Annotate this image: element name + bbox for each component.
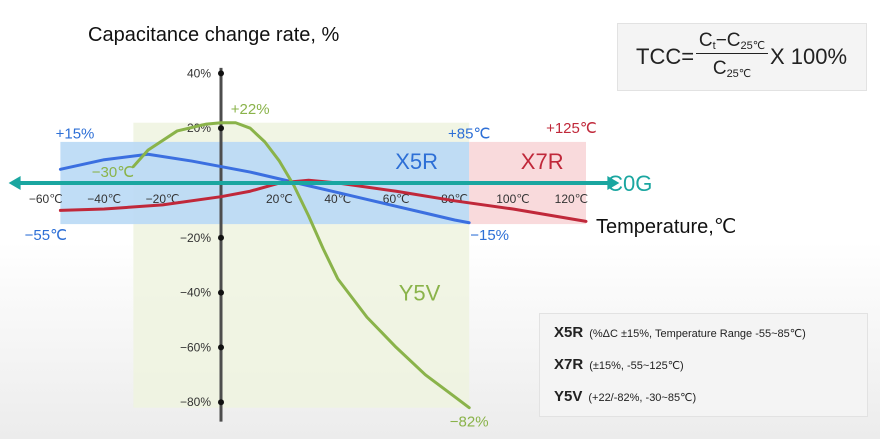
formula-num-minus: −C xyxy=(715,30,741,51)
legend-row-y5v: Y5V (+22/-82%, -30~85℃) xyxy=(554,388,696,405)
y-tick-label: 40% xyxy=(187,66,211,80)
y-tick-label: −20% xyxy=(180,231,211,245)
annotation-label: +85℃ xyxy=(448,126,490,143)
annotation-label: −82% xyxy=(450,413,489,430)
y-tick-dot xyxy=(218,70,224,77)
formula-lhs: TCC= xyxy=(636,44,695,69)
x-tick-label: 60℃ xyxy=(383,192,410,206)
y-tick-label: −80% xyxy=(180,395,211,409)
x-tick-label: −60℃ xyxy=(29,192,63,206)
y-tick-dot xyxy=(218,234,224,241)
x-tick-label: −40℃ xyxy=(87,192,121,206)
formula-num-c: C xyxy=(698,30,713,51)
legend-row-x7r: X7R (±15%, -55~125℃) xyxy=(554,356,684,373)
formula-rhs: X 100% xyxy=(770,44,848,69)
series-line-y5v xyxy=(131,121,471,410)
annotation-label: −55℃ xyxy=(25,227,67,244)
annotation-label: +22% xyxy=(231,101,270,118)
formula-den-sub: 25℃ xyxy=(726,68,752,80)
bands-layer xyxy=(60,122,586,408)
legend-desc: (+22/-82%, -30~85℃) xyxy=(588,392,697,404)
formula-num-sub-t: t xyxy=(712,40,716,52)
band-label-y5v: Y5V xyxy=(399,281,441,306)
y-tick-dot xyxy=(218,344,224,351)
series-layer xyxy=(8,121,620,410)
y-tick-dot xyxy=(218,125,224,132)
formula-denominator: C25℃ xyxy=(696,58,768,80)
x-axis-title: Temperature,℃ xyxy=(596,216,736,238)
annotation-label: −30℃ xyxy=(92,164,134,181)
legend-code: X7R xyxy=(554,356,584,373)
axes-layer: 40%20%−20%−40%−60%−80%−60℃ −40℃ −20℃ 20℃ 40℃… xyxy=(29,66,589,422)
tcc-formula-box: TCC= Ct−C25℃ C25℃ X 100% xyxy=(617,23,867,91)
c0g-arrow-left xyxy=(8,176,21,190)
c0g-arrow-right xyxy=(607,176,620,190)
y-tick-label: −60% xyxy=(180,340,211,354)
legend-code: X5R xyxy=(554,324,584,341)
spec-legend-box: X5R (%ΔC ±15%, Temperature Range -55~85℃)… xyxy=(539,313,868,417)
formula-num-sub-25: 25℃ xyxy=(740,40,766,52)
chart-title: Capacitance change rate, % xyxy=(88,24,340,46)
x-tick-label: 20℃ xyxy=(266,192,293,206)
legend-code: Y5V xyxy=(554,388,583,405)
band-label-x5r: X5R xyxy=(395,149,438,174)
y-tick-dot xyxy=(218,289,224,296)
legend-row-x5r: X5R (%ΔC ±15%, Temperature Range -55~85℃) xyxy=(554,324,806,341)
formula-numerator: Ct−C25℃ xyxy=(696,30,768,54)
band-label-x7r: X7R xyxy=(521,149,564,174)
annotation-label: +125℃ xyxy=(546,120,597,137)
band-label-c0g: C0G xyxy=(607,171,652,196)
annotation-label: +15% xyxy=(56,126,95,143)
x-tick-label: 120℃ xyxy=(555,192,589,206)
formula-den-c: C xyxy=(712,58,727,79)
y-tick-dot xyxy=(218,399,224,406)
labels-layer: X5R X7R C0G Y5V +15% −55℃ −15% +85℃ +125℃ −30℃ +22… xyxy=(25,101,737,430)
x-tick-label: 100℃ xyxy=(496,192,530,206)
annotation-label: −15% xyxy=(470,227,509,244)
legend-desc: (±15%, -55~125℃) xyxy=(589,360,684,372)
legend-desc: (%ΔC ±15%, Temperature Range -55~85℃) xyxy=(589,328,806,340)
y-tick-label: −40% xyxy=(180,286,211,300)
